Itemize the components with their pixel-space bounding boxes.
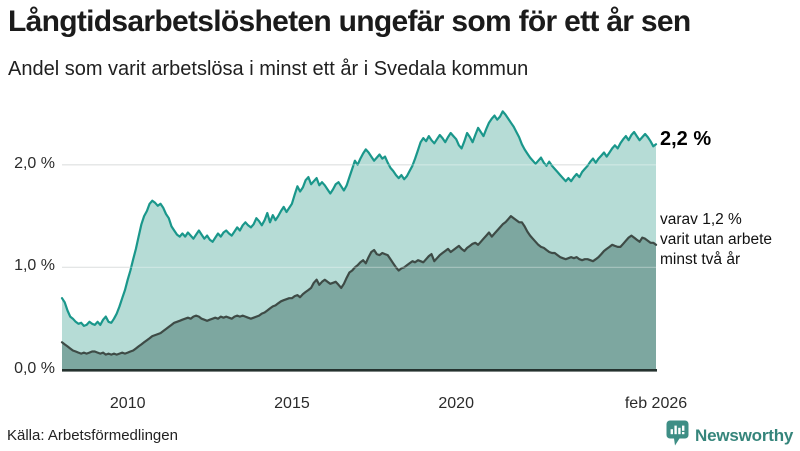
subseries-annotation-line: varav 1,2 % bbox=[660, 211, 742, 228]
series-line-1 bbox=[60, 215, 658, 356]
latest-value-label: 2,2 % bbox=[660, 128, 712, 150]
x-tick-label: feb 2026 bbox=[624, 395, 688, 412]
subseries-annotation: varav 1,2 % varit utan arbete minst två … bbox=[660, 210, 772, 270]
x-tick-label: 2010 bbox=[109, 395, 146, 412]
y-tick-label: 1,0 % bbox=[14, 257, 55, 275]
page-title: Långtidsarbetslösheten ungefär som för e… bbox=[8, 5, 691, 38]
subseries-annotation-line: varit utan arbete bbox=[660, 231, 773, 248]
x-tick-label: 2015 bbox=[274, 395, 310, 412]
newsworthy-logo[interactable]: Newsworthy bbox=[666, 420, 793, 451]
x-tick-label: 2020 bbox=[438, 395, 474, 412]
y-tick-label: 2,0 % bbox=[14, 154, 55, 172]
y-tick-label: 0,0 % bbox=[14, 360, 55, 377]
x-axis-line bbox=[62, 369, 657, 372]
chart-subtitle: Andel som varit arbetslösa i minst ett å… bbox=[8, 58, 529, 80]
newsworthy-wordmark: Newsworthy bbox=[695, 425, 794, 445]
source-note: Källa: Arbetsförmedlingen bbox=[7, 427, 178, 444]
series-area-1 bbox=[62, 216, 656, 370]
subseries-annotation-line: minst två år bbox=[660, 251, 741, 268]
series-line-0 bbox=[60, 110, 658, 327]
newsworthy-bubble-chart-icon bbox=[666, 420, 689, 451]
